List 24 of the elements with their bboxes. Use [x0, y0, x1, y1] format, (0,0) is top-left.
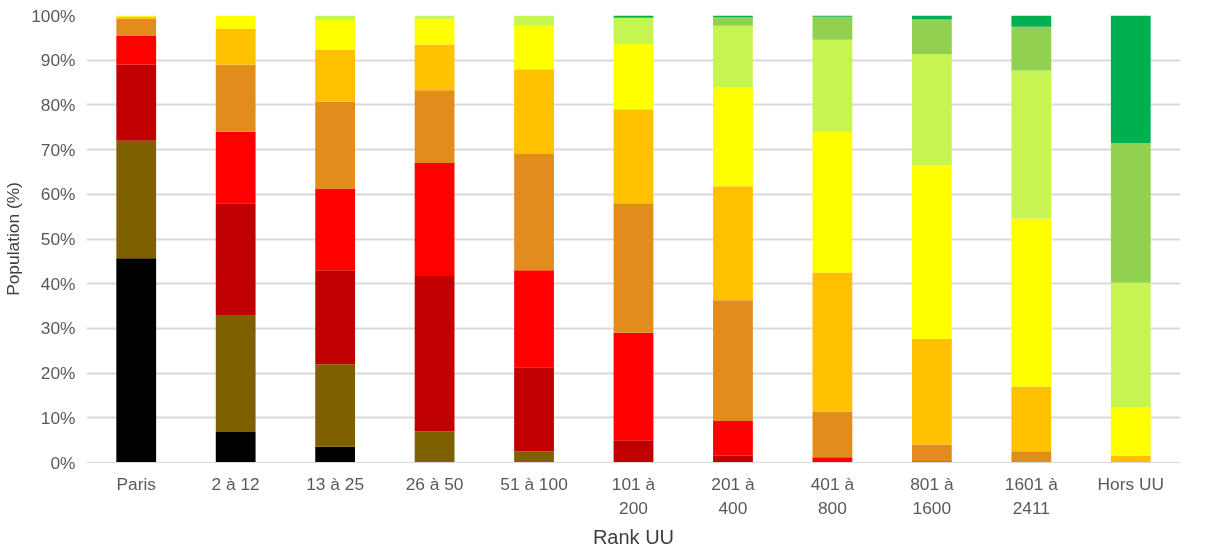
x-tick-label: 1601 à 2411 [1004, 473, 1059, 518]
x-tick-label: 51 à 100 [500, 473, 568, 494]
y-tick-label: 40% [40, 273, 76, 294]
x-tick-label: 13 à 25 [306, 473, 365, 494]
y-tick-label: 90% [40, 50, 76, 71]
y-tick-label: 30% [40, 318, 76, 339]
y-axis-title: Population (%) [3, 182, 24, 296]
x-tick-label: 201 à 400 [711, 473, 755, 518]
y-tick-label: 20% [40, 363, 76, 384]
x-tick-label: 26 à 50 [405, 473, 464, 494]
x-tick-label: 2 à 12 [211, 473, 260, 494]
y-tick-label: 100% [31, 5, 76, 26]
y-tick-label: 10% [40, 407, 76, 428]
x-tick-label: 801 à 1600 [910, 473, 954, 518]
y-tick-label: 70% [40, 139, 76, 160]
x-tick-label: 101 à 200 [611, 473, 656, 518]
x-axis-title: Rank UU [592, 525, 675, 548]
x-tick-label: Hors UU [1097, 473, 1164, 494]
y-tick-label: 50% [40, 229, 76, 249]
x-tick-label: 401 à 800 [810, 473, 855, 518]
y-tick-label: 80% [40, 94, 76, 115]
y-tick-label: 0% [50, 452, 76, 473]
x-tick-label: Paris [116, 473, 157, 494]
y-tick-label: 60% [40, 184, 76, 205]
